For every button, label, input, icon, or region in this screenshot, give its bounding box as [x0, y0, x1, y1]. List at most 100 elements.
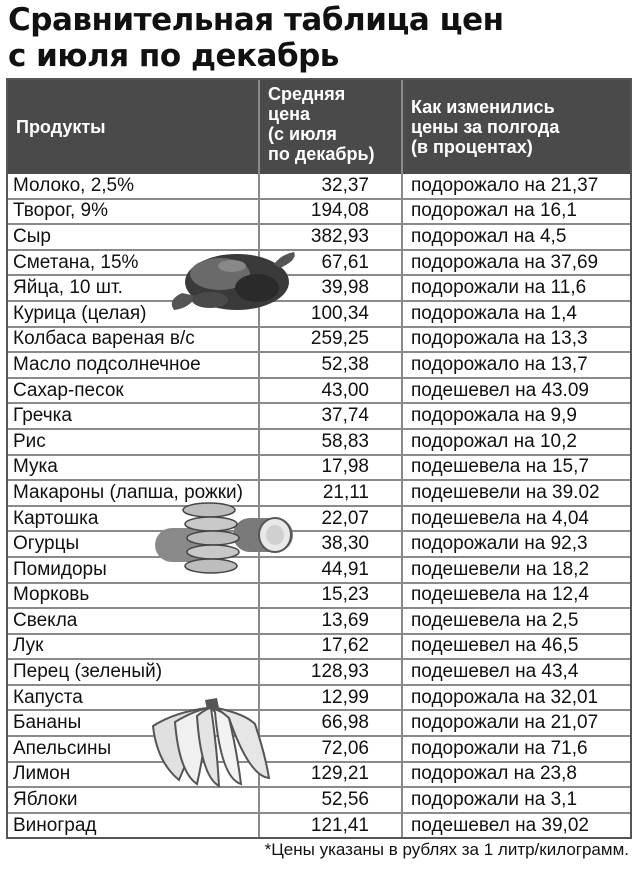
- price-cell: 15,23: [259, 582, 403, 610]
- table-row: Перец (зеленый) 128,93 подешевел на 43,4: [8, 659, 630, 686]
- price-cell: 100,34: [259, 300, 403, 328]
- change-cell: подорожала на 1,4: [402, 300, 630, 328]
- table-row: Курица (целая) 100,34 подорожала на 1,4: [8, 300, 630, 328]
- change-cell: подешевел на 43.09: [402, 377, 630, 405]
- title-line-2: с июля по декабрь: [8, 38, 339, 74]
- change-cell: подорожала на 32,01: [402, 684, 630, 712]
- change-cell: подешевел на 43,4: [402, 659, 630, 686]
- table-row: Колбаса вареная в/с 259,25 подорожала на 1…: [8, 326, 630, 354]
- price-cell: 17,98: [259, 454, 403, 482]
- table-row: Картошка 22,07 подешевела на 4,04: [8, 505, 630, 533]
- change-cell: подешевел на 46,5: [402, 633, 630, 661]
- change-cell: подорожали на 21,07: [402, 710, 630, 738]
- title-line-1: Сравнительная таблица цен: [8, 2, 504, 38]
- table-row: Макароны (лапша, рожки) 21,11 подешевели н…: [8, 480, 630, 507]
- product-cell: Помидоры: [8, 556, 260, 584]
- price-cell: 32,37: [259, 174, 403, 200]
- product-cell: Мука: [8, 454, 260, 482]
- change-cell: подорожали на 92,3: [402, 531, 630, 558]
- table-row: Яблоки 52,56 подорожали на 3,1: [8, 787, 630, 814]
- price-cell: 13,69: [259, 608, 403, 635]
- change-cell: подорожали на 71,6: [402, 736, 630, 763]
- table-row: Сметана, 15% 67,61 подорожала на 37,69: [8, 249, 630, 277]
- header-change-line: цены за полгода: [411, 117, 560, 137]
- header-price-line: цена: [268, 104, 310, 124]
- table-row: Помидоры 44,91 подешевели на 18,2: [8, 556, 630, 584]
- change-cell: подорожало на 13,7: [402, 352, 630, 379]
- product-cell: Сахар-песок: [8, 377, 260, 405]
- product-cell: Творог, 9%: [8, 198, 260, 226]
- product-cell: Колбаса вареная в/с: [8, 326, 260, 354]
- table-row: Лимон 129,21 подорожал на 23,8: [8, 761, 630, 789]
- price-cell: 121,41: [259, 812, 403, 838]
- table-row: Мука 17,98 подешевела на 15,7: [8, 454, 630, 482]
- table-row: Бананы 66,98 подорожали на 21,07: [8, 710, 630, 738]
- change-cell: подорожали на 11,6: [402, 275, 630, 302]
- product-cell: Рис: [8, 428, 260, 456]
- price-table-container: Продукты Средняя цена (с июля по декабрь…: [6, 78, 632, 840]
- header-price-line: (с июля: [268, 124, 337, 144]
- product-cell: Молоко, 2,5%: [8, 174, 260, 200]
- price-cell: 72,06: [259, 736, 403, 763]
- change-cell: подешевели на 18,2: [402, 556, 630, 584]
- price-cell: 38,30: [259, 531, 403, 558]
- product-cell: Свекла: [8, 608, 260, 635]
- product-cell: Перец (зеленый): [8, 659, 260, 686]
- table-row: Творог, 9% 194,08 подорожал на 16,1: [8, 198, 630, 226]
- header-product: Продукты: [8, 80, 260, 174]
- product-cell: Макароны (лапша, рожки): [8, 480, 260, 507]
- table-row: Сыр 382,93 подорожал на 4,5: [8, 224, 630, 251]
- change-cell: подешевела на 4,04: [402, 505, 630, 533]
- price-cell: 39,98: [259, 275, 403, 302]
- table-row: Капуста 12,99 подорожала на 32,01: [8, 684, 630, 712]
- table-body: Молоко, 2,5% 32,37 подорожало на 21,37 Твор…: [8, 174, 630, 838]
- header-price-line: Средняя: [268, 84, 346, 104]
- price-cell: 129,21: [259, 761, 403, 789]
- table-row: Гречка 37,74 подорожала на 9,9: [8, 403, 630, 430]
- product-cell: Лук: [8, 633, 260, 661]
- change-cell: подешевел на 39,02: [402, 812, 630, 838]
- product-cell: Апельсины: [8, 736, 260, 763]
- table-header-row: Продукты Средняя цена (с июля по декабрь…: [8, 80, 630, 174]
- product-cell: Курица (целая): [8, 300, 260, 328]
- change-cell: подорожало на 21,37: [402, 174, 630, 200]
- table-row: Яйца, 10 шт. 39,98 подорожали на 11,6: [8, 275, 630, 302]
- price-cell: 52,38: [259, 352, 403, 379]
- header-change: Как изменились цены за полгода (в процен…: [402, 80, 630, 174]
- product-cell: Картошка: [8, 505, 260, 533]
- product-cell: Бананы: [8, 710, 260, 738]
- page-title: Сравнительная таблица цен с июля по дека…: [8, 2, 628, 74]
- product-cell: Яблоки: [8, 787, 260, 814]
- table-row: Свекла 13,69 подешевела на 2,5: [8, 608, 630, 635]
- table-row: Лук 17,62 подешевел на 46,5: [8, 633, 630, 661]
- change-cell: подорожали на 3,1: [402, 787, 630, 814]
- price-cell: 194,08: [259, 198, 403, 226]
- header-change-line: (в процентах): [411, 137, 533, 157]
- price-cell: 382,93: [259, 224, 403, 251]
- table-row: Виноград 121,41 подешевел на 39,02: [8, 812, 630, 838]
- change-cell: подорожал на 4,5: [402, 224, 630, 251]
- change-cell: подорожал на 16,1: [402, 198, 630, 226]
- product-cell: Сметана, 15%: [8, 249, 260, 277]
- price-cell: 67,61: [259, 249, 403, 277]
- price-cell: 12,99: [259, 684, 403, 712]
- change-cell: подешевела на 2,5: [402, 608, 630, 635]
- change-cell: подорожала на 37,69: [402, 249, 630, 277]
- product-cell: Виноград: [8, 812, 260, 838]
- change-cell: подорожала на 9,9: [402, 403, 630, 430]
- change-cell: подорожала на 13,3: [402, 326, 630, 354]
- table-row: Огурцы 38,30 подорожали на 92,3: [8, 531, 630, 558]
- price-cell: 58,83: [259, 428, 403, 456]
- product-cell: Лимон: [8, 761, 260, 789]
- product-cell: Масло подсолнечное: [8, 352, 260, 379]
- table-row: Молоко, 2,5% 32,37 подорожало на 21,37: [8, 174, 630, 200]
- product-cell: Яйца, 10 шт.: [8, 275, 260, 302]
- table-row: Морковь 15,23 подешевела на 12,4: [8, 582, 630, 610]
- product-cell: Гречка: [8, 403, 260, 430]
- header-price-line: по декабрь): [268, 144, 375, 164]
- product-cell: Морковь: [8, 582, 260, 610]
- price-table: Продукты Средняя цена (с июля по декабрь…: [8, 80, 630, 838]
- product-cell: Огурцы: [8, 531, 260, 558]
- price-cell: 37,74: [259, 403, 403, 430]
- price-cell: 44,91: [259, 556, 403, 584]
